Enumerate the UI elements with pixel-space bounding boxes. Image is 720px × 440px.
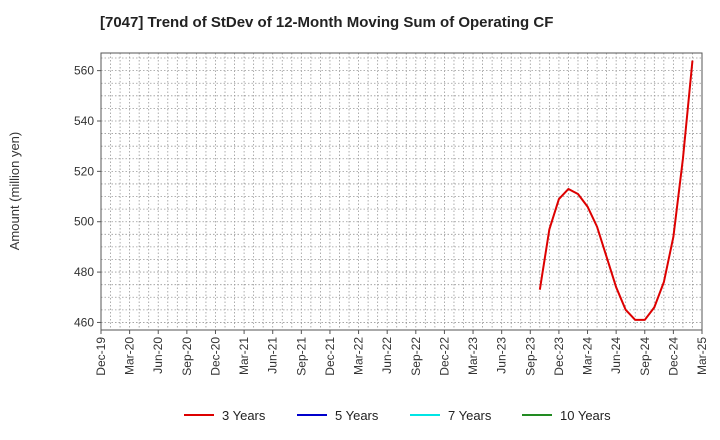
y-tick-label: 540	[74, 114, 94, 128]
legend-swatch	[522, 414, 552, 416]
x-tick-label: Sep-21	[294, 337, 308, 376]
x-tick-label: Sep-20	[180, 337, 194, 376]
y-tick-label: 460	[74, 315, 94, 329]
y-tick-label: 520	[74, 164, 94, 178]
plot-frame	[100, 52, 703, 331]
x-tick-label: Jun-23	[495, 337, 509, 374]
x-tick-label: Mar-24	[581, 337, 595, 375]
x-tick-label: Sep-24	[638, 337, 652, 376]
legend-swatch	[297, 414, 327, 416]
x-tick-label: Dec-20	[208, 337, 222, 376]
legend: 3 Years 5 Years 7 Years 10 Years	[0, 405, 720, 425]
x-tick-label: Mar-21	[237, 337, 251, 375]
x-tick-label: Jun-20	[151, 337, 165, 374]
legend-label: 7 Years	[448, 407, 492, 423]
x-axis: Dec-19 Mar-20 Jun-20 Sep-20 Dec-20 Mar-21 Jun-…	[94, 330, 709, 376]
y-tick-label: 500	[74, 215, 94, 229]
x-tick-label: Jun-21	[266, 337, 280, 374]
legend-item: 10 Years	[522, 405, 611, 425]
legend-swatch	[184, 414, 214, 416]
x-tick-label: Dec-23	[552, 337, 566, 376]
x-tick-label: Mar-23	[466, 337, 480, 375]
legend-label: 10 Years	[560, 407, 611, 423]
x-tick-label: Jun-24	[609, 337, 623, 374]
y-tick-label: 480	[74, 265, 94, 279]
x-tick-label: Mar-25	[695, 337, 709, 375]
x-tick-label: Sep-22	[409, 337, 423, 376]
legend-swatch	[410, 414, 440, 416]
legend-item: 5 Years	[297, 405, 378, 425]
legend-item: 3 Years	[184, 405, 265, 425]
series-layer	[538, 60, 694, 321]
legend-item: 7 Years	[410, 405, 491, 425]
x-tick-label: Mar-20	[123, 337, 137, 375]
y-axis-label: Amount (million yen)	[7, 132, 22, 251]
x-tick-label: Mar-22	[352, 337, 366, 375]
y-tick-label: 560	[74, 64, 94, 78]
legend-label: 3 Years	[222, 407, 266, 423]
series-line-1	[538, 60, 694, 321]
legend-label: 5 Years	[335, 407, 379, 423]
x-tick-label: Dec-22	[437, 337, 451, 376]
x-tick-label: Dec-21	[323, 337, 337, 376]
x-tick-label: Dec-24	[666, 337, 680, 376]
y-axis: 460 480 500 520 540 560	[74, 64, 101, 329]
grid	[101, 53, 702, 330]
x-tick-label: Jun-22	[380, 337, 394, 374]
chart-title: [7047] Trend of StDev of 12-Month Moving…	[100, 14, 554, 31]
x-tick-label: Dec-19	[94, 337, 108, 376]
x-tick-label: Sep-23	[523, 337, 537, 376]
